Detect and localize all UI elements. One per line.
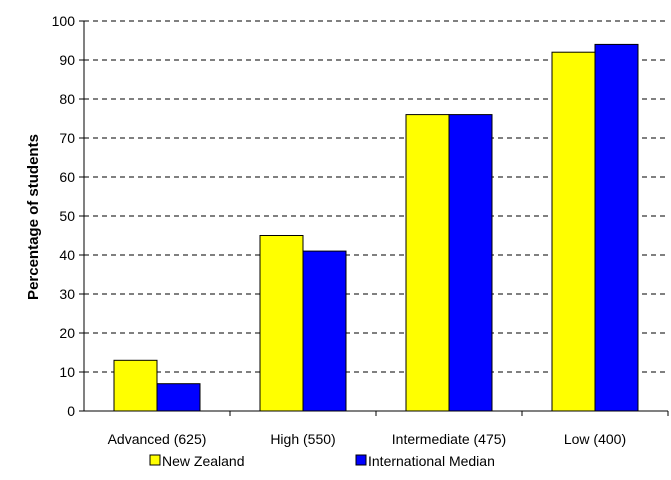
x-tick-label: Low (400) <box>564 431 626 447</box>
y-tick-label: 20 <box>59 325 75 341</box>
bars <box>113 43 639 412</box>
legend-label: New Zealand <box>162 453 245 469</box>
bar-international-median <box>302 250 347 412</box>
y-tick-label: 100 <box>52 13 76 29</box>
y-tick-label: 30 <box>59 286 75 302</box>
x-tick-label: Advanced (625) <box>108 431 207 447</box>
y-tick-label: 90 <box>59 52 75 68</box>
y-tick-label: 80 <box>59 91 75 107</box>
bar-international-median <box>594 43 639 412</box>
x-tick-label: High (550) <box>270 431 335 447</box>
legend-swatch <box>149 454 161 466</box>
x-tick-label: Intermediate (475) <box>392 431 506 447</box>
y-tick-label: 0 <box>67 403 75 419</box>
bar-new-zealand <box>113 359 158 412</box>
y-tick-label: 40 <box>59 247 75 263</box>
x-tick-labels: Advanced (625) High (550) Intermediate (47… <box>108 431 627 447</box>
legend-swatch <box>355 454 367 466</box>
y-tick-label: 70 <box>59 130 75 146</box>
y-tick-label: 10 <box>59 364 75 380</box>
axes <box>79 20 669 416</box>
legend: New Zealand International Median <box>149 453 495 469</box>
legend-label: International Median <box>368 453 495 469</box>
y-tick-label: 60 <box>59 169 75 185</box>
bar-new-zealand <box>405 114 450 412</box>
bar-new-zealand <box>551 51 596 412</box>
bar-international-median <box>156 383 201 412</box>
bar-international-median <box>448 114 493 412</box>
y-tick-label: 50 <box>59 208 75 224</box>
bar-new-zealand <box>259 235 304 412</box>
y-axis-label: Percentage of students <box>25 134 42 300</box>
y-tick-labels: 0 10 20 30 40 50 60 70 80 90 100 <box>52 13 76 419</box>
